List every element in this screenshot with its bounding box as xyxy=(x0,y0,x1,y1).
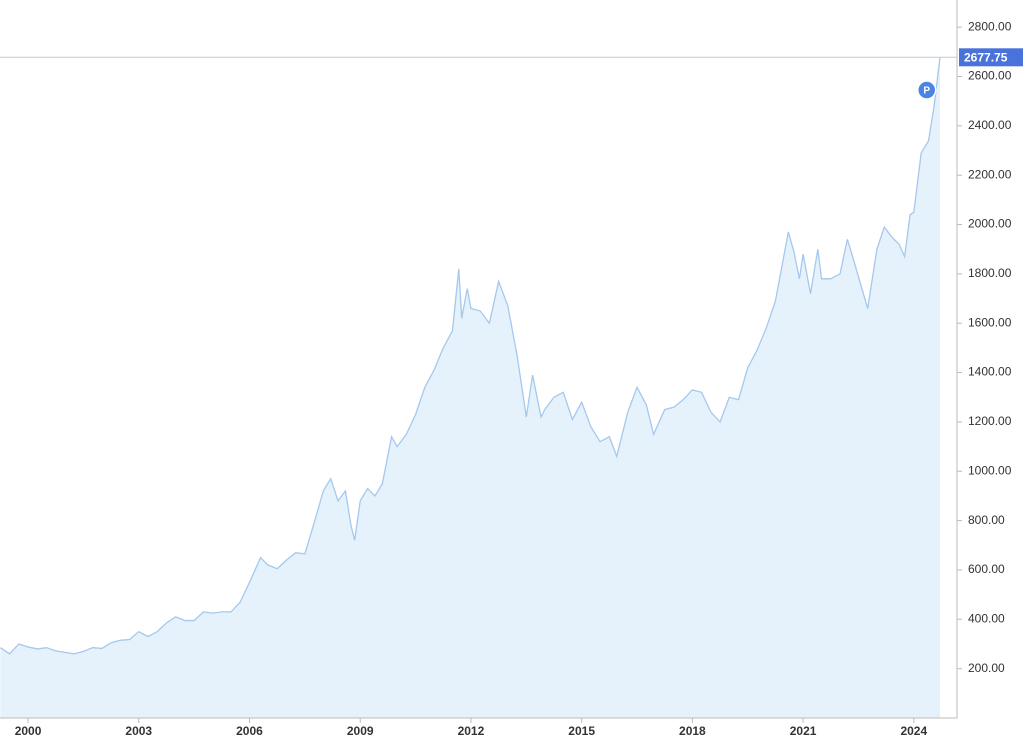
y-tick-label: 1000.00 xyxy=(968,463,1012,477)
y-tick-label: 1200.00 xyxy=(968,414,1012,428)
y-tick-label: 600.00 xyxy=(968,562,1005,576)
x-tick-label: 2024 xyxy=(900,724,927,738)
y-tick-label: 2000.00 xyxy=(968,217,1012,231)
current-value-box xyxy=(959,48,1023,67)
x-tick-label: 2000 xyxy=(15,724,42,738)
price-line xyxy=(0,57,941,655)
x-tick-label: 2015 xyxy=(568,724,595,738)
x-tick-label: 2003 xyxy=(125,724,152,738)
y-tick-label: 800.00 xyxy=(968,513,1005,527)
x-tick-label: 2018 xyxy=(679,724,706,738)
x-tick-label: 2021 xyxy=(790,724,817,738)
y-tick-label: 200.00 xyxy=(968,661,1005,675)
y-tick-label: 400.00 xyxy=(968,611,1005,625)
y-tick-label: 1600.00 xyxy=(968,315,1012,329)
y-tick-label: 2400.00 xyxy=(968,118,1012,132)
annotation-marker xyxy=(916,80,937,100)
y-tick-label: 1400.00 xyxy=(968,365,1012,379)
annotation-label: P xyxy=(923,86,930,97)
y-tick-label: 2600.00 xyxy=(968,69,1012,83)
x-tick-label: 2006 xyxy=(236,724,263,738)
y-tick-label: 1800.00 xyxy=(968,266,1012,280)
area-fill xyxy=(0,57,941,718)
x-tick-label: 2012 xyxy=(458,724,485,738)
y-tick-label: 2200.00 xyxy=(968,167,1012,181)
y-tick-label: 2800.00 xyxy=(968,19,1012,33)
current-value-label: 2677.75 xyxy=(964,50,1008,64)
x-tick-label: 2009 xyxy=(347,724,374,738)
